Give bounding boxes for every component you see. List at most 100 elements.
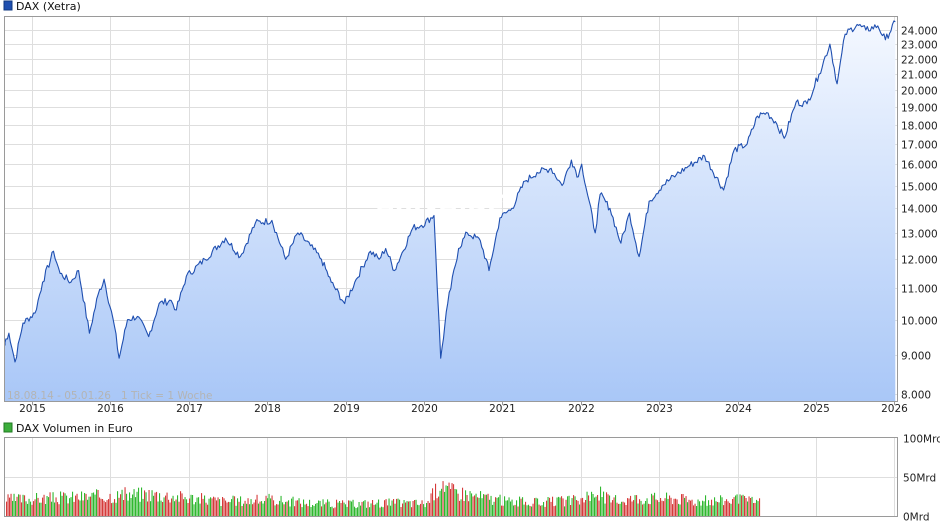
volume-bar <box>225 500 227 516</box>
volume-bar <box>534 498 536 516</box>
volume-bar <box>694 503 696 516</box>
volume-bar <box>267 498 269 516</box>
volume-bar <box>13 493 15 516</box>
volume-bar <box>439 490 441 516</box>
volume-bar <box>576 500 578 516</box>
volume-bar <box>561 496 563 516</box>
volume-bar <box>544 506 546 516</box>
volume-bar <box>264 501 266 516</box>
volume-bar <box>351 501 353 516</box>
volume-bar <box>127 500 129 516</box>
volume-bar <box>597 495 599 516</box>
volume-bar <box>87 499 89 516</box>
volume-bar <box>498 497 500 516</box>
volume-bar <box>541 505 543 516</box>
volume-bar <box>348 500 350 516</box>
volume-bar <box>741 495 743 516</box>
volume-bar <box>85 493 87 516</box>
volume-bar <box>285 501 287 516</box>
volume-bar <box>733 497 735 516</box>
volume-bar <box>528 504 530 516</box>
volume-bar <box>126 493 128 516</box>
price-line <box>4 20 896 363</box>
volume-bar <box>231 499 233 516</box>
volume-bar <box>130 498 132 516</box>
volume-bar <box>420 503 422 516</box>
volume-bar <box>574 496 576 516</box>
volume-bar <box>16 496 18 516</box>
volume-bar <box>286 501 288 516</box>
volume-bar <box>249 504 251 516</box>
volume-bar <box>480 491 482 516</box>
volume-bar <box>649 504 651 516</box>
volume-bar <box>363 501 365 516</box>
volume-bar <box>105 502 107 516</box>
volume-bar <box>693 505 695 516</box>
volume-bar <box>564 506 566 516</box>
price-y-tick-label: 12.000 <box>901 255 938 267</box>
volume-bar <box>634 495 636 516</box>
volume-bar <box>637 503 639 516</box>
volume-bar <box>735 495 737 516</box>
price-y-tick-label: 17.000 <box>901 140 938 152</box>
volume-bar <box>390 505 392 516</box>
volume-bar <box>142 498 144 516</box>
volume-bar <box>346 506 348 516</box>
volume-bar <box>252 504 254 516</box>
volume-bar <box>456 489 458 516</box>
volume-bar <box>565 499 567 516</box>
x-tick-label: 2019 <box>333 403 360 415</box>
volume-bar <box>255 499 257 516</box>
volume-bar <box>12 500 14 516</box>
volume-bar <box>604 503 606 516</box>
price-y-tick-label: 19.000 <box>901 103 938 115</box>
volume-bar <box>556 497 558 516</box>
volume-bar <box>36 493 38 516</box>
volume-bar <box>223 498 225 516</box>
volume-y-tick-label: 100Mrd <box>903 434 940 446</box>
volume-bar <box>526 505 528 516</box>
volume-bar <box>322 499 324 516</box>
volume-bar <box>370 503 372 516</box>
volume-bar <box>714 497 716 516</box>
volume-bar <box>654 492 656 516</box>
volume-bar <box>310 507 312 516</box>
volume-bar <box>477 497 479 516</box>
volume-y-axis: 0Mrd 50Mrd 100Mrd <box>903 434 940 524</box>
volume-bar <box>162 502 164 516</box>
volume-bar <box>658 502 660 516</box>
volume-bar <box>718 502 720 516</box>
volume-bar <box>367 501 369 516</box>
volume-bar <box>144 490 146 516</box>
volume-bar <box>172 495 174 516</box>
price-frame <box>4 16 898 402</box>
volume-bar <box>385 499 387 516</box>
volume-bar <box>181 493 183 516</box>
volume-bar <box>273 500 275 516</box>
volume-bar <box>159 493 161 516</box>
x-tick-label: 2025 <box>803 403 830 415</box>
volume-bar <box>34 499 36 516</box>
volume-bar <box>6 501 8 516</box>
price-y-tick-label: 9.000 <box>901 351 931 363</box>
volume-bar <box>691 499 693 516</box>
volume-bar <box>387 505 389 516</box>
volume-bar <box>469 491 471 516</box>
volume-bar <box>46 496 48 516</box>
volume-bar <box>373 504 375 516</box>
x-tick-label: 2020 <box>411 403 438 415</box>
volume-bar <box>283 504 285 516</box>
x-tick-label: 2021 <box>489 403 516 415</box>
volume-bar <box>268 493 270 516</box>
volume-bar <box>289 506 291 516</box>
volume-bar <box>297 500 299 516</box>
volume-bar <box>708 500 710 516</box>
volume-bar <box>462 487 464 516</box>
price-y-tick-label: 10.000 <box>901 316 938 328</box>
volume-bar <box>397 498 399 516</box>
volume-bar <box>414 500 416 516</box>
volume-bar <box>448 482 450 516</box>
x-tick-label: 2015 <box>19 403 46 415</box>
volume-bar <box>619 503 621 516</box>
